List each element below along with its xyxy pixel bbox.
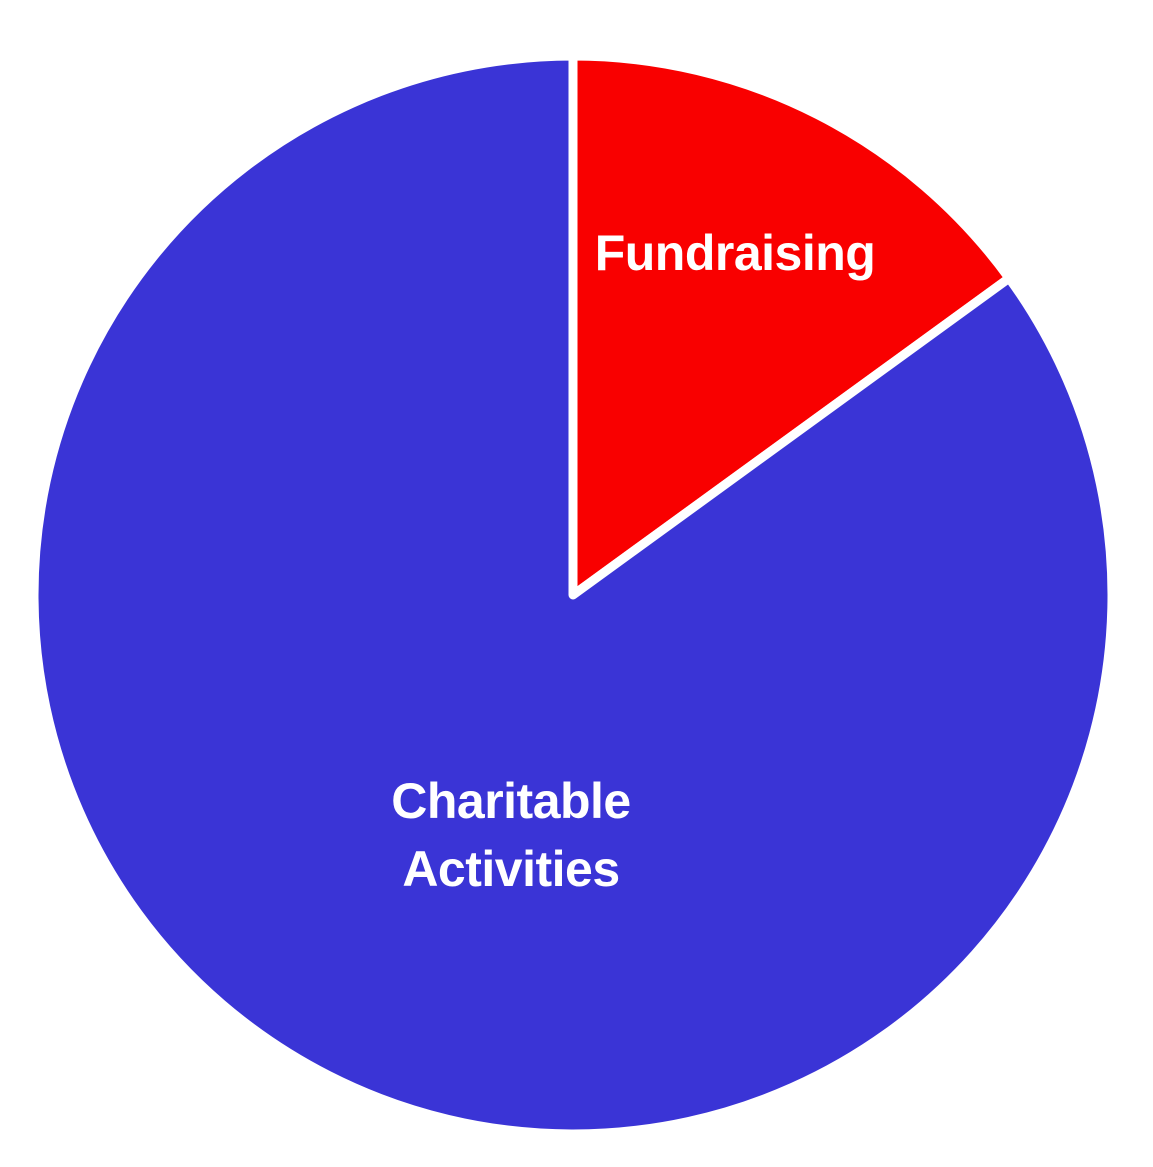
slice-label-charitable-line1: Charitable	[391, 773, 631, 829]
slice-label-charitable-line2: Activities	[402, 841, 619, 897]
slice-label-fundraising: Fundraising	[595, 225, 876, 281]
pie-slice-charitable-activities	[29, 51, 1117, 1139]
pie-slice-fundraising	[568, 51, 1014, 600]
